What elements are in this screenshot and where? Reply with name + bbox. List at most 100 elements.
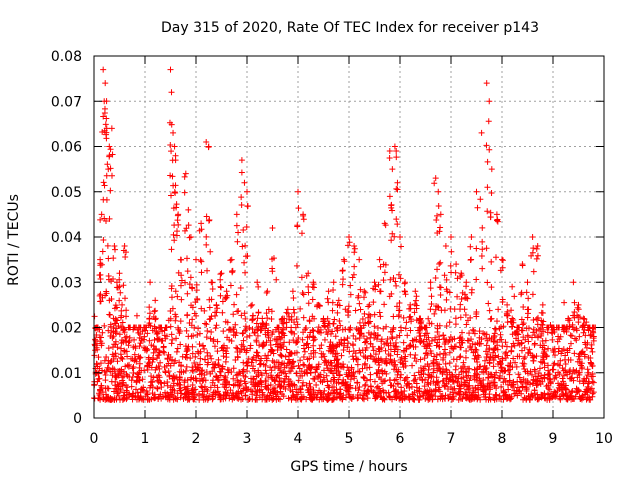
data-point <box>107 187 114 194</box>
data-point <box>300 361 307 368</box>
data-point <box>263 310 270 317</box>
data-point <box>275 395 282 402</box>
data-point <box>305 300 312 307</box>
data-point <box>583 344 590 351</box>
data-point <box>111 366 118 373</box>
data-point <box>159 393 166 400</box>
data-point <box>364 395 371 402</box>
data-point <box>412 288 419 295</box>
data-point <box>462 368 469 375</box>
data-point <box>497 267 504 274</box>
data-point <box>183 225 190 232</box>
data-point <box>316 373 323 380</box>
data-point <box>388 290 395 297</box>
data-point <box>333 386 340 393</box>
data-point <box>287 328 294 335</box>
data-point <box>306 318 313 325</box>
data-point <box>310 284 317 291</box>
data-point <box>98 340 105 347</box>
data-point <box>185 206 192 213</box>
data-point <box>577 395 584 402</box>
data-point <box>129 365 136 372</box>
data-point <box>173 348 180 355</box>
data-point <box>520 355 527 362</box>
data-point <box>437 284 444 291</box>
data-point <box>238 201 245 208</box>
data-point <box>533 353 540 360</box>
data-point <box>580 322 587 329</box>
data-point <box>317 378 324 385</box>
x-tick-label: 0 <box>90 431 99 447</box>
data-point <box>151 337 158 344</box>
data-point <box>117 387 124 394</box>
data-point <box>556 362 563 369</box>
data-point <box>456 385 463 392</box>
data-point <box>529 392 536 399</box>
data-point <box>486 360 493 367</box>
data-point <box>486 98 493 105</box>
data-point <box>509 315 516 322</box>
data-point <box>449 336 456 343</box>
data-point <box>363 335 370 342</box>
data-point <box>494 218 501 225</box>
data-point <box>128 377 135 384</box>
data-point <box>431 180 438 187</box>
data-point <box>242 253 249 260</box>
data-point <box>213 322 220 329</box>
data-point <box>102 377 109 384</box>
data-point <box>552 372 559 379</box>
data-point <box>396 299 403 306</box>
data-point <box>186 396 193 403</box>
data-point <box>289 288 296 295</box>
data-point <box>443 296 450 303</box>
data-point <box>136 334 143 341</box>
data-point <box>536 365 543 372</box>
data-point <box>168 340 175 347</box>
data-point <box>324 323 331 330</box>
data-point <box>374 383 381 390</box>
data-point <box>404 332 411 339</box>
data-point <box>110 255 117 262</box>
data-point <box>468 289 475 296</box>
plot-border <box>93 55 605 419</box>
data-point <box>347 282 354 289</box>
data-point <box>335 297 342 304</box>
data-point <box>215 391 222 398</box>
data-point <box>303 396 310 403</box>
data-point <box>526 396 533 403</box>
data-point <box>464 377 471 384</box>
data-point <box>208 296 215 303</box>
data-point <box>184 389 191 396</box>
data-point <box>519 360 526 367</box>
data-point <box>557 357 564 364</box>
data-point <box>178 272 185 279</box>
data-point <box>331 374 338 381</box>
data-point <box>169 305 176 312</box>
data-point <box>389 335 396 342</box>
data-point <box>441 272 448 279</box>
data-point <box>336 302 343 309</box>
data-point <box>314 302 321 309</box>
data-point <box>98 211 105 218</box>
data-point <box>255 283 262 290</box>
data-point <box>388 237 395 244</box>
data-point <box>149 384 156 391</box>
data-point <box>520 363 527 370</box>
data-point <box>487 214 494 221</box>
data-point <box>385 342 392 349</box>
data-point <box>330 387 337 394</box>
data-point <box>247 302 254 309</box>
data-point <box>217 372 224 379</box>
data-point <box>529 249 536 256</box>
data-point <box>201 372 208 379</box>
data-point <box>359 395 366 402</box>
data-point <box>348 364 355 371</box>
data-point <box>299 336 306 343</box>
data-point <box>128 355 135 362</box>
data-point <box>394 393 401 400</box>
data-point <box>541 348 548 355</box>
data-point <box>142 347 148 354</box>
data-point <box>169 336 176 343</box>
data-point <box>340 392 347 399</box>
data-point <box>478 381 485 388</box>
